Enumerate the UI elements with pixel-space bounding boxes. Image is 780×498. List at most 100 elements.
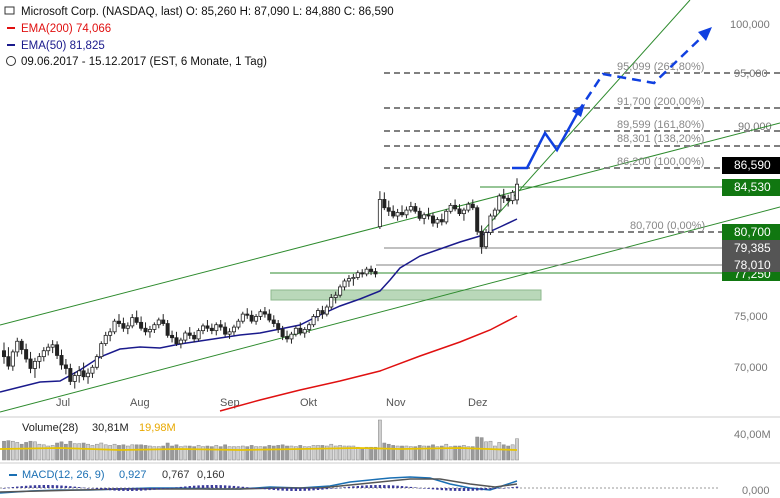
volume-bar bbox=[382, 442, 387, 461]
macd-histogram-bar bbox=[188, 486, 191, 488]
macd-histogram-bar bbox=[312, 488, 315, 491]
candle-body bbox=[116, 320, 121, 324]
macd-histogram-bar bbox=[347, 486, 351, 488]
candle-body bbox=[227, 331, 232, 335]
macd-histogram-bar bbox=[498, 488, 501, 489]
x-tick-label: Okt bbox=[300, 397, 317, 409]
macd-histogram-bar bbox=[51, 485, 54, 488]
candle-body bbox=[461, 209, 466, 215]
candle-body bbox=[201, 325, 206, 332]
candle-body bbox=[130, 317, 135, 327]
volume-bar bbox=[218, 446, 223, 461]
price-tag-79385 bbox=[722, 240, 780, 257]
macd-histogram-bar bbox=[104, 488, 107, 490]
x-tick-label: Nov bbox=[386, 397, 406, 409]
candle-body bbox=[59, 355, 64, 366]
candle-body bbox=[218, 324, 223, 328]
volume-bar bbox=[391, 445, 396, 461]
macd-histogram-bar bbox=[95, 488, 99, 490]
candle-body bbox=[90, 366, 95, 374]
macd-histogram-bar bbox=[148, 488, 152, 491]
volume-bar bbox=[258, 446, 263, 461]
candle-body bbox=[81, 370, 86, 378]
macd-histogram-bar bbox=[343, 487, 346, 488]
macd-histogram-bar bbox=[144, 488, 147, 491]
candle-body bbox=[236, 320, 241, 328]
volume-bar bbox=[28, 440, 33, 461]
candle-body bbox=[99, 343, 104, 358]
chart-type-icon bbox=[4, 6, 15, 15]
volume-label-name: Volume(28) bbox=[22, 422, 78, 434]
macd-histogram-bar bbox=[511, 487, 514, 488]
x-tick-label: Sep bbox=[220, 397, 240, 409]
volume-bar bbox=[347, 445, 351, 461]
macd-histogram-bar bbox=[418, 487, 421, 489]
candle-body bbox=[302, 329, 307, 334]
macd-histogram-bar bbox=[197, 485, 200, 488]
volume-bar bbox=[50, 445, 55, 461]
candles-group bbox=[2, 178, 520, 389]
volume-bar bbox=[307, 446, 311, 461]
volume-bar bbox=[134, 444, 139, 461]
ema50-legend-swatch bbox=[7, 44, 15, 46]
candle-body bbox=[68, 368, 73, 382]
clock-icon bbox=[6, 56, 16, 66]
volume-bar bbox=[338, 445, 342, 461]
volume-bar bbox=[263, 446, 267, 461]
candle-body bbox=[369, 268, 374, 272]
volume-bar bbox=[121, 444, 126, 461]
header-ema50: EMA(50) 81,825 bbox=[21, 40, 105, 52]
volume-bar bbox=[156, 446, 161, 461]
volume-bar bbox=[426, 445, 431, 461]
volume-bar bbox=[488, 440, 493, 461]
candle-body bbox=[174, 337, 179, 345]
macd-histogram-bar bbox=[241, 486, 245, 488]
volume-bar bbox=[201, 446, 205, 461]
candle-body bbox=[276, 323, 281, 330]
candle-body bbox=[125, 325, 130, 329]
volume-bar bbox=[373, 446, 378, 461]
candle-body bbox=[470, 203, 475, 209]
candle-body bbox=[426, 214, 431, 217]
candle-body bbox=[466, 203, 471, 211]
macd-histogram-bar bbox=[453, 488, 457, 491]
volume-bar bbox=[462, 445, 466, 461]
candle-body bbox=[156, 319, 161, 326]
volume-bar bbox=[506, 445, 511, 461]
y-tick-label: 70,000 bbox=[734, 362, 768, 374]
macd-histogram-bar bbox=[493, 488, 497, 490]
trend-channel-upper bbox=[0, 122, 780, 326]
volume-bar bbox=[448, 446, 453, 461]
macd-histogram-bar bbox=[2, 488, 6, 489]
volume-bar bbox=[196, 445, 201, 461]
macd-histogram-bar bbox=[356, 485, 359, 488]
volume-bar bbox=[152, 446, 157, 461]
volume-bar bbox=[174, 444, 179, 461]
volume-bar bbox=[24, 442, 28, 461]
macd-histogram-bar bbox=[166, 488, 169, 489]
macd-label-signal: 0,767 bbox=[162, 469, 190, 481]
candle-body bbox=[501, 195, 506, 199]
macd-histogram-bar bbox=[117, 488, 121, 491]
volume-bar bbox=[422, 445, 426, 461]
volume-bar bbox=[316, 445, 320, 461]
candle-body bbox=[209, 327, 214, 332]
macd-histogram-bar bbox=[77, 487, 81, 488]
x-tick-label: Jul bbox=[56, 397, 70, 409]
macd-histogram-bar bbox=[396, 485, 399, 488]
macd-histogram-bar bbox=[246, 487, 249, 488]
volume-bar bbox=[214, 445, 219, 461]
candle-body bbox=[329, 297, 334, 308]
candle-body bbox=[50, 344, 55, 348]
macd-histogram-bar bbox=[338, 487, 342, 489]
projection-arrowhead-2 bbox=[698, 27, 712, 41]
volume-bar bbox=[413, 446, 418, 461]
volume-bar bbox=[417, 445, 422, 461]
candle-body bbox=[19, 340, 24, 350]
macd-histogram-bar bbox=[352, 486, 355, 488]
candle-body bbox=[262, 311, 267, 315]
macd-histogram-bar bbox=[162, 488, 165, 489]
volume-bar bbox=[289, 445, 294, 461]
candle-body bbox=[147, 329, 152, 333]
macd-histogram-bar bbox=[232, 485, 236, 488]
